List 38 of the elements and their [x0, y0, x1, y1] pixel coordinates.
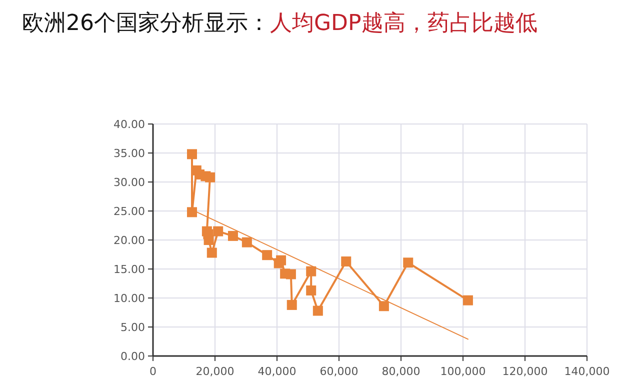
point [228, 230, 238, 241]
y-tick-label: 40.00 [114, 118, 145, 131]
point [306, 266, 316, 276]
point [378, 301, 389, 312]
y-tick-label: 0.00 [120, 350, 145, 363]
x-tick-label: 20,000 [196, 365, 234, 378]
point [204, 235, 214, 245]
point [341, 256, 352, 266]
y-tick-label: 10.00 [114, 292, 145, 305]
chart-title: 欧洲26个国家分析显示： [22, 11, 270, 36]
x-tick-label: 120,000 [502, 365, 548, 378]
point [403, 258, 414, 268]
point [187, 149, 197, 160]
point [262, 250, 272, 260]
x-tick-label: 0 [150, 365, 156, 378]
point [187, 207, 197, 218]
point [205, 172, 216, 182]
x-tick-label: 60,000 [320, 365, 358, 378]
y-tick-label: 15.00 [114, 263, 145, 276]
y-tick-label: 25.00 [114, 205, 145, 218]
x-tick-label: 80,000 [382, 365, 420, 378]
point [306, 285, 316, 296]
x-tick-label: 140,000 [564, 365, 610, 378]
chart-subtitle: 人均GDP越高，药占比越低 [270, 11, 538, 36]
y-tick-label: 35.00 [114, 147, 145, 160]
point [206, 248, 217, 258]
point [462, 295, 473, 306]
y-tick-label: 30.00 [114, 176, 145, 189]
y-tick-label: 20.00 [114, 234, 145, 247]
point [312, 306, 323, 316]
point [276, 255, 286, 266]
point [242, 237, 252, 248]
x-tick-label: 40,000 [258, 365, 296, 378]
point [286, 269, 296, 280]
x-tick-label: 100,000 [440, 365, 486, 378]
y-tick-label: 5.00 [120, 321, 145, 334]
point [286, 300, 297, 310]
point [213, 226, 224, 236]
